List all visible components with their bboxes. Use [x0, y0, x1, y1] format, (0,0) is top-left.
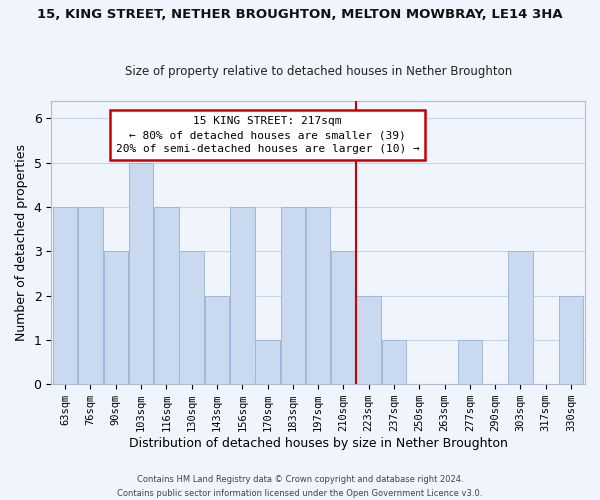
X-axis label: Distribution of detached houses by size in Nether Broughton: Distribution of detached houses by size … [129, 437, 508, 450]
Bar [53, 207, 77, 384]
Bar [104, 251, 128, 384]
Bar [458, 340, 482, 384]
Y-axis label: Number of detached properties: Number of detached properties [15, 144, 28, 341]
Bar [559, 296, 583, 384]
Bar [154, 207, 179, 384]
Bar [281, 207, 305, 384]
Text: 15 KING STREET: 217sqm
← 80% of detached houses are smaller (39)
20% of semi-det: 15 KING STREET: 217sqm ← 80% of detached… [116, 116, 419, 154]
Bar [255, 340, 280, 384]
Bar [129, 162, 154, 384]
Bar [179, 251, 204, 384]
Title: Size of property relative to detached houses in Nether Broughton: Size of property relative to detached ho… [125, 66, 512, 78]
Bar [356, 296, 381, 384]
Bar [78, 207, 103, 384]
Bar [382, 340, 406, 384]
Bar [230, 207, 254, 384]
Bar [331, 251, 356, 384]
Bar [205, 296, 229, 384]
Bar [306, 207, 331, 384]
Text: 15, KING STREET, NETHER BROUGHTON, MELTON MOWBRAY, LE14 3HA: 15, KING STREET, NETHER BROUGHTON, MELTO… [37, 8, 563, 20]
Bar [508, 251, 533, 384]
Text: Contains HM Land Registry data © Crown copyright and database right 2024.
Contai: Contains HM Land Registry data © Crown c… [118, 476, 482, 498]
